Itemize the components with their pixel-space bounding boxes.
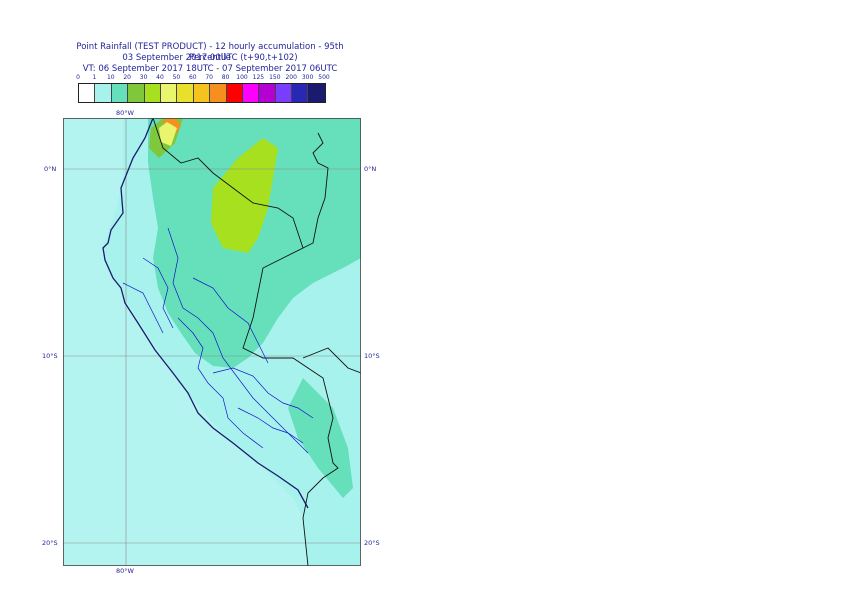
legend-tick-10: 100 [236,74,248,81]
border-brazil [302,347,361,374]
title-line-1: Point Rainfall (TEST PRODUCT) - 12 hourl… [76,42,344,63]
legend-tick-7: 60 [188,74,197,81]
legend-colorbar [78,83,326,103]
map-frame [63,118,361,566]
legend-swatch-2 [111,84,129,102]
legend-tick-5: 40 [156,74,164,81]
lat-label-0-right: 0°N [364,165,377,173]
legend-swatch-9 [226,84,243,102]
border-colombia [302,132,329,249]
lat-label-10-right: 10°S [364,352,380,360]
heavy-rainfall-region [211,138,278,253]
legend-tick-0: 0 [76,74,80,81]
legend-swatch-11 [259,84,276,102]
legend-tick-12: 150 [269,74,281,81]
legend-tick-13: 200 [285,74,297,81]
rainfall-legend: 0 1 10 20 30 40 50 60 70 80 100 125 150 200 300 500 [76,74,348,104]
lat-label-10-left: 10°S [42,352,58,360]
legend-swatch-8 [210,84,227,102]
legend-tick-3: 20 [123,74,132,81]
legend-swatch-14 [308,84,325,102]
title-line-2: 03 September 2017 00UTC (t+90,t+102) [122,53,298,63]
national-border [152,118,339,566]
yellow-rainfall-spot [159,122,177,146]
regional-boundaries [122,227,314,454]
legend-tick-11: 125 [252,74,265,81]
legend-swatch-10 [242,84,260,102]
title-line-3: VT: 06 September 2017 18UTC - 07 Septemb… [82,64,338,74]
medium-rainfall-south [288,378,353,498]
coastline [102,118,309,509]
legend-swatch-6 [177,84,194,102]
legend-tick-14: 300 [301,74,314,81]
legend-swatch-1 [95,84,112,102]
legend-tick-8: 70 [205,74,214,81]
legend-swatch-3 [128,84,145,102]
lat-label-20-left: 20°S [42,539,58,547]
legend-swatch-4 [144,84,161,102]
legend-tick-15: 500 [318,74,330,81]
legend-tick-6: 50 [172,74,181,81]
legend-swatch-7 [193,84,211,102]
legend-tick-4: 30 [139,74,148,81]
lon-label-top: 80°W [116,109,134,117]
legend-tick-2: 10 [106,74,115,81]
rainfall-map [63,118,361,566]
legend-swatch-5 [160,84,178,102]
legend-tick-1: 1 [92,74,97,81]
lon-label-bottom: 80°W [116,567,134,575]
legend-tick-9: 80 [221,74,230,81]
legend-swatch-13 [292,84,309,102]
lat-label-20-right: 20°S [364,539,380,547]
lat-label-0-left: 0°N [44,165,57,173]
legend-swatch-12 [275,84,293,102]
legend-swatch-0 [79,84,96,102]
